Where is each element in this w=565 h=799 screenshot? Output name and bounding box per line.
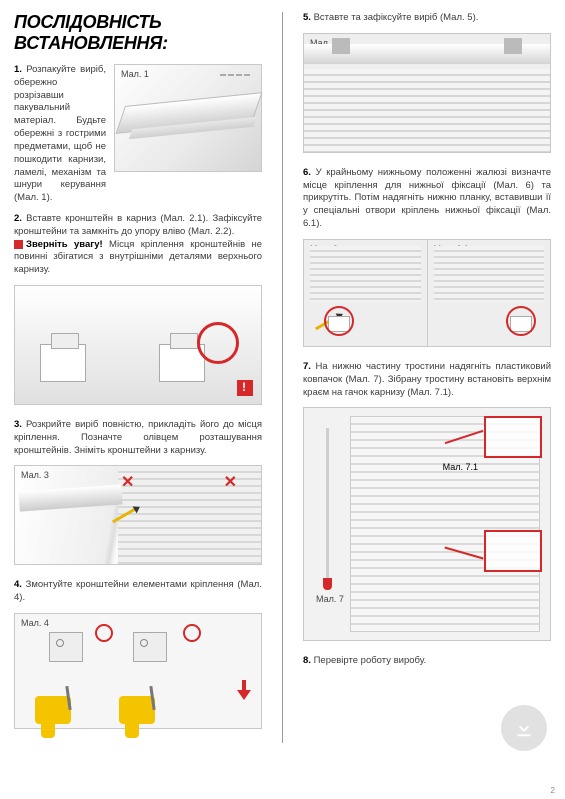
column-divider xyxy=(282,12,283,743)
figure-5: Мал. 5 xyxy=(303,33,551,153)
step-4-num: 4. xyxy=(14,579,22,590)
main-title: ПОСЛІДОВНІСТЬ ВСТАНОВЛЕННЯ: xyxy=(14,12,262,54)
figure-7: Мал. 7 Мал. 7.1 xyxy=(303,407,551,641)
page-number: 2 xyxy=(551,786,555,795)
figure-4: Мал. 4 xyxy=(14,613,262,729)
left-column: ПОСЛІДОВНІСТЬ ВСТАНОВЛЕННЯ: 1. Розпакуйт… xyxy=(14,12,262,743)
bracket-open-illustration xyxy=(15,286,143,404)
step-3-text: Розкрийте виріб повністю, прикладіть йог… xyxy=(14,419,262,456)
step-5-text: Вставте та зафіксуйте виріб (Мал. 5). xyxy=(314,12,479,23)
drill-icon xyxy=(119,684,175,724)
step-1-text: Розпакуйте виріб, обережно розрізавши па… xyxy=(14,64,106,203)
step-6-text: У крайньому нижньому положенні жалюзі ви… xyxy=(303,167,551,229)
figure-6-left: Мал. 6 xyxy=(304,240,428,346)
figure-2: Мал. 2.1 відкрито закрито Мал. 2.2 xyxy=(14,285,262,405)
figure-7-label: Мал. 7 xyxy=(316,594,344,604)
step-2-num: 2. xyxy=(14,213,22,224)
step-7-num: 7. xyxy=(303,361,311,372)
step-2-text: Вставте кронштейн в карниз (Мал. 2.1). З… xyxy=(14,213,262,237)
step-5: 5. Вставте та зафіксуйте виріб (Мал. 5). xyxy=(303,12,551,25)
step-1-row: 1. Розпакуйте виріб, обережно розрізавши… xyxy=(14,64,262,213)
blinds-illustration xyxy=(118,466,261,564)
step-1-num: 1. xyxy=(14,64,22,75)
arrow-down-icon xyxy=(237,690,251,700)
bracket-mount-icon xyxy=(49,632,83,662)
step-4: 4. Змонтуйте кронштейни елементами кріпл… xyxy=(14,579,262,605)
step-5-num: 5. xyxy=(303,12,311,23)
wand-icon xyxy=(326,428,329,578)
figure-3: Мал. 3 ✕ ✕ xyxy=(14,465,262,565)
anchor-circle-icon xyxy=(183,624,201,642)
bracket-icon xyxy=(40,344,86,382)
figure-6: Мал. 6 Мал. 6.1 xyxy=(303,239,551,347)
bracket-mount-icon xyxy=(133,632,167,662)
clip-icon xyxy=(504,38,522,54)
blinds-illustration xyxy=(434,246,545,302)
step-4-text: Змонтуйте кронштейни елементами кріпленн… xyxy=(14,579,262,603)
bracket-closed-illustration xyxy=(133,286,261,404)
detail-circle-icon xyxy=(506,306,536,336)
step-7-text: На нижню частину тростини надягніть плас… xyxy=(303,361,551,398)
detail-circle-icon xyxy=(324,306,354,336)
download-button[interactable] xyxy=(501,705,547,751)
step-6: 6. У крайньому нижньому положенні жалюзі… xyxy=(303,167,551,231)
detail-circle-icon xyxy=(197,322,239,364)
figure-1: Мал. 1 xyxy=(114,64,262,172)
warning-label: Зверніть увагу! xyxy=(26,239,103,250)
callout-top-icon xyxy=(484,416,542,458)
figure-4-label: Мал. 4 xyxy=(21,618,49,628)
page-container: ПОСЛІДОВНІСТЬ ВСТАНОВЛЕННЯ: 1. Розпакуйт… xyxy=(0,0,565,751)
figure-7-1-label: Мал. 7.1 xyxy=(443,462,478,472)
warning-box-icon xyxy=(14,240,23,249)
callout-bottom-icon xyxy=(484,530,542,572)
figure-6-right: Мал. 6.1 xyxy=(428,240,551,346)
step-8: 8. Перевірте роботу виробу. xyxy=(303,655,551,668)
step-1: 1. Розпакуйте виріб, обережно розрізавши… xyxy=(14,64,106,205)
step-2: 2. Вставте кронштейн в карниз (Мал. 2.1)… xyxy=(14,213,262,277)
step-3-num: 3. xyxy=(14,419,22,430)
step-7: 7. На нижню частину тростини надягніть п… xyxy=(303,361,551,399)
step-8-num: 8. xyxy=(303,655,311,666)
blinds-illustration xyxy=(304,69,550,152)
rail-illustration xyxy=(18,485,122,512)
hardware-parts-icon xyxy=(219,71,251,78)
step-6-num: 6. xyxy=(303,167,311,178)
warning-badge-icon xyxy=(237,380,253,396)
x-mark-icon: ✕ xyxy=(224,472,237,492)
figure-3-label: Мал. 3 xyxy=(21,470,49,480)
x-mark-icon: ✕ xyxy=(121,472,134,492)
download-icon xyxy=(513,717,535,739)
right-column: 5. Вставте та зафіксуйте виріб (Мал. 5).… xyxy=(303,12,551,743)
anchor-circle-icon xyxy=(95,624,113,642)
step-8-text: Перевірте роботу виробу. xyxy=(314,655,427,666)
figure-1-label: Мал. 1 xyxy=(121,69,149,79)
drill-icon xyxy=(35,684,91,724)
step-3: 3. Розкрийте виріб повністю, прикладіть … xyxy=(14,419,262,457)
clip-icon xyxy=(332,38,350,54)
blinds-illustration xyxy=(310,246,421,302)
